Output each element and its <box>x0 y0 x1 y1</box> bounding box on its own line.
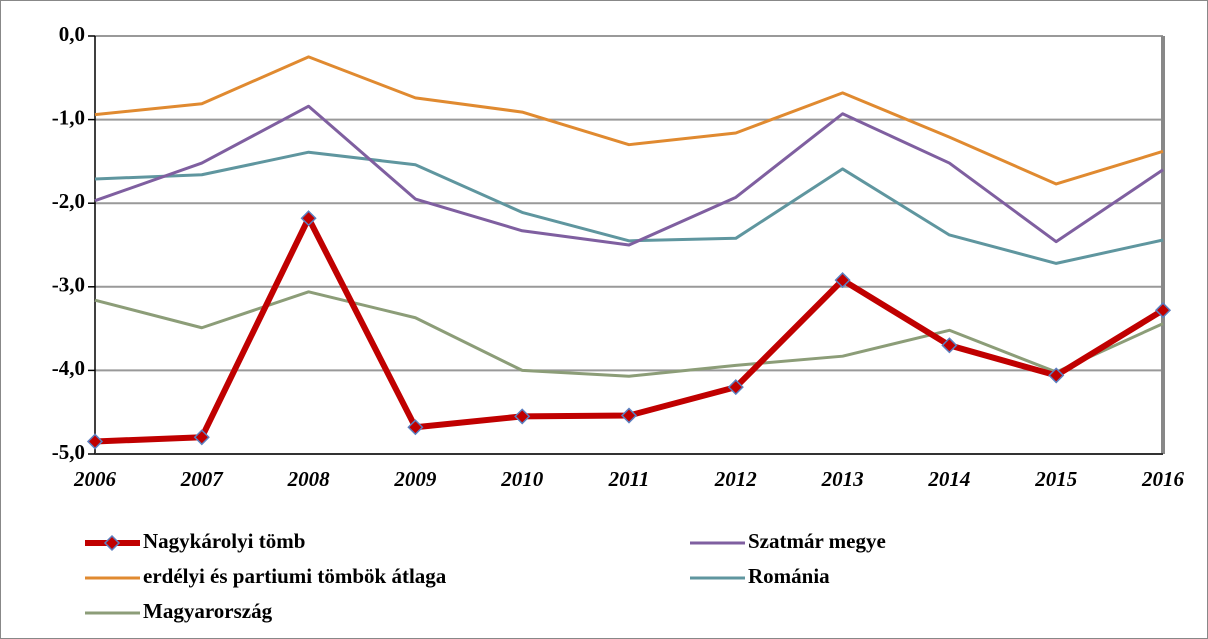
x-tick-label: 2012 <box>714 467 758 491</box>
marker <box>1154 302 1172 319</box>
series-line <box>94 104 1164 247</box>
legend-label: erdélyi és partiumi tömbök átlaga <box>143 564 447 588</box>
x-tick-label: 2008 <box>287 467 331 491</box>
marker <box>86 433 104 450</box>
marker <box>620 407 638 424</box>
x-tick-label: 2015 <box>1034 467 1077 491</box>
x-tick-label: 2009 <box>393 467 437 491</box>
legend-label: Szatmár megye <box>748 529 886 553</box>
legend-marker <box>103 534 121 552</box>
marker <box>193 429 210 446</box>
y-tick-label: -4,0 <box>52 356 85 380</box>
series-line <box>94 150 1164 265</box>
marker <box>1048 367 1065 384</box>
x-tick-label: 2016 <box>1141 467 1185 491</box>
legend-label: Románia <box>748 564 830 588</box>
marker <box>727 379 744 396</box>
x-tick-label: 2013 <box>821 467 864 491</box>
series-line <box>94 290 1164 378</box>
y-tick-label: -5,0 <box>52 440 85 464</box>
marker <box>407 419 424 436</box>
x-tick-label: 2014 <box>927 467 970 491</box>
y-tick-label: 0,0 <box>59 22 85 46</box>
marker <box>300 210 317 227</box>
x-tick-label: 2006 <box>73 467 117 491</box>
y-tick-label: -3,0 <box>52 273 85 297</box>
x-tick-label: 2010 <box>500 467 544 491</box>
y-tick-label: -2,0 <box>52 189 85 213</box>
series-line <box>94 55 1164 186</box>
x-tick-label: 2007 <box>180 467 225 491</box>
y-tick-label: -1,0 <box>52 105 85 129</box>
marker <box>514 408 531 425</box>
marker <box>941 337 958 354</box>
legend-label: Nagykárolyi tömb <box>143 529 305 553</box>
legend-label: Magyarország <box>143 599 273 623</box>
marker <box>834 272 851 289</box>
x-tick-label: 2011 <box>608 467 650 491</box>
